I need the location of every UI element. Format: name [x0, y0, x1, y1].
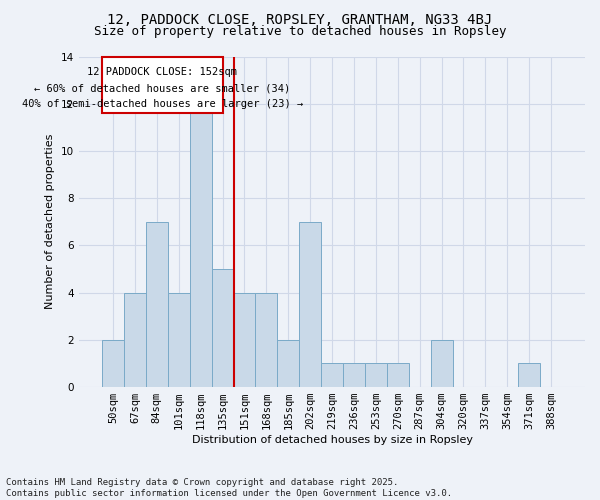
Bar — [343, 364, 365, 387]
Bar — [168, 292, 190, 387]
Y-axis label: Number of detached properties: Number of detached properties — [46, 134, 55, 310]
Text: 40% of semi-detached houses are larger (23) →: 40% of semi-detached houses are larger (… — [22, 99, 303, 109]
Bar — [124, 292, 146, 387]
Bar — [299, 222, 321, 387]
X-axis label: Distribution of detached houses by size in Ropsley: Distribution of detached houses by size … — [191, 435, 473, 445]
Text: Contains HM Land Registry data © Crown copyright and database right 2025.
Contai: Contains HM Land Registry data © Crown c… — [6, 478, 452, 498]
FancyBboxPatch shape — [102, 56, 223, 113]
Text: ← 60% of detached houses are smaller (34): ← 60% of detached houses are smaller (34… — [34, 83, 290, 93]
Text: 12, PADDOCK CLOSE, ROPSLEY, GRANTHAM, NG33 4BJ: 12, PADDOCK CLOSE, ROPSLEY, GRANTHAM, NG… — [107, 12, 493, 26]
Text: 12 PADDOCK CLOSE: 152sqm: 12 PADDOCK CLOSE: 152sqm — [88, 68, 238, 78]
Bar — [256, 292, 277, 387]
Bar — [321, 364, 343, 387]
Bar — [146, 222, 168, 387]
Bar — [431, 340, 452, 387]
Bar — [518, 364, 540, 387]
Bar — [212, 269, 233, 387]
Bar — [365, 364, 387, 387]
Bar — [233, 292, 256, 387]
Bar — [387, 364, 409, 387]
Bar — [102, 340, 124, 387]
Bar — [277, 340, 299, 387]
Bar — [190, 104, 212, 387]
Text: Size of property relative to detached houses in Ropsley: Size of property relative to detached ho… — [94, 25, 506, 38]
